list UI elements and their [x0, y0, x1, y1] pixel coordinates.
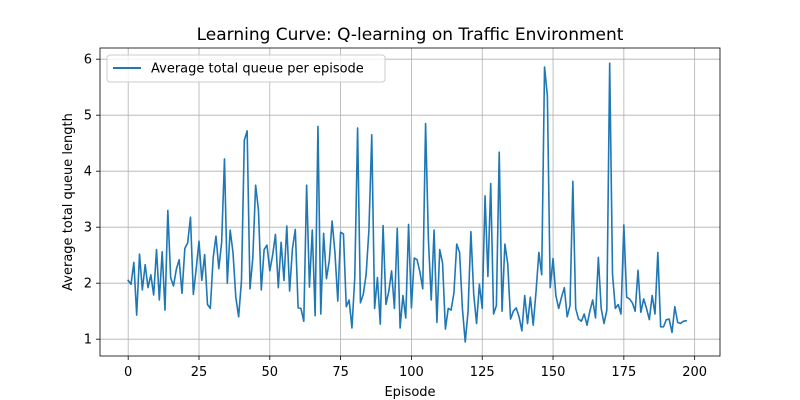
x-tick-label: 200 — [682, 365, 707, 380]
series-layer — [127, 62, 688, 343]
legend-entry-label: Average total queue per episode — [151, 62, 364, 77]
y-axis-label: Average total queue length — [61, 113, 76, 291]
x-tick-label: 25 — [191, 365, 208, 380]
ticks-layer: 0 25 50 75 100 125 150 175 200 1 2 3 4 5 6 — [84, 53, 707, 380]
x-axis-label: Episode — [384, 385, 435, 400]
y-tick-label: 6 — [84, 53, 92, 68]
x-tick-label: 100 — [399, 365, 424, 380]
legend: Average total queue per episode — [106, 54, 386, 83]
x-tick-label: 150 — [541, 365, 566, 380]
x-tick-label: 50 — [262, 365, 279, 380]
chart-title: Learning Curve: Q-learning on Traffic En… — [197, 25, 624, 45]
plot-frame — [99, 47, 721, 357]
legend-box — [106, 54, 386, 83]
x-tick-label: 75 — [332, 365, 349, 380]
y-tick-label: 4 — [84, 165, 92, 180]
x-tick-label: 125 — [470, 365, 495, 380]
x-tick-label: 0 — [124, 365, 132, 380]
y-tick-label: 3 — [84, 221, 92, 236]
x-tick-label: 175 — [611, 365, 636, 380]
y-tick-label: 5 — [84, 109, 92, 124]
y-tick-label: 2 — [84, 277, 92, 292]
y-tick-label: 1 — [84, 333, 92, 348]
series-line-average-total-queue — [127, 62, 688, 343]
